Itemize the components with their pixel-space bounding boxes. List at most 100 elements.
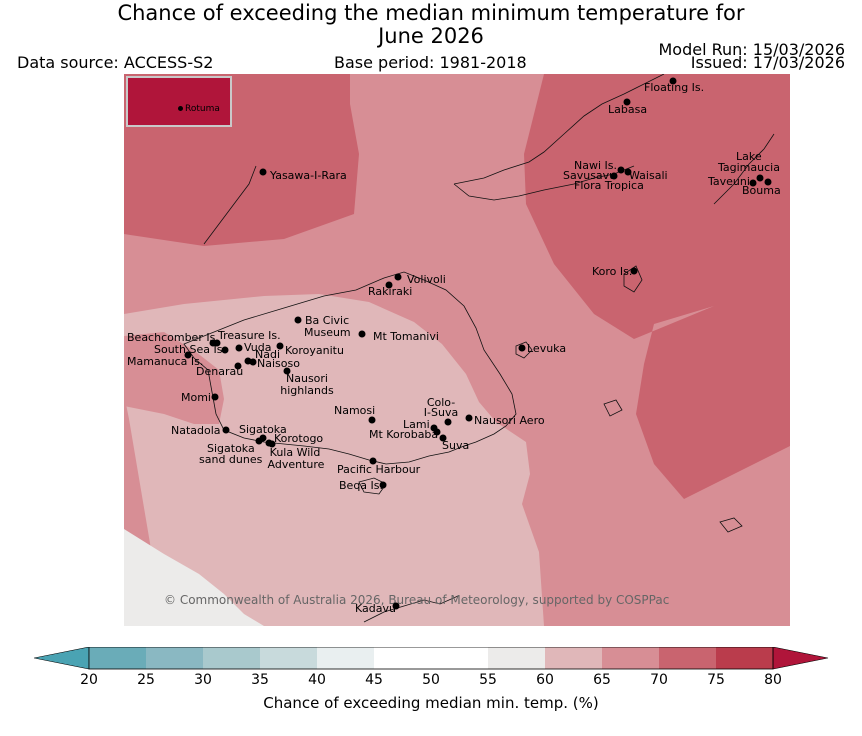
place-label: Levuka [527,342,567,355]
tick-label: 25 [137,672,155,688]
colorbar-30-35 [203,647,260,669]
colorbar-70-75 [659,647,716,669]
rotuma-dot [178,106,183,111]
place-dot-beqa [379,481,387,489]
tick-label: 35 [251,672,269,688]
tick-label: 80 [764,672,782,688]
place-dot-bouma [764,178,772,186]
colorbar-frame [88,647,774,670]
place-dot-koro [630,267,638,275]
tick-label: 65 [593,672,611,688]
place-dot-treasure [213,339,221,347]
colorbar [34,647,829,670]
base-period-label: Base period: 1981-2018 [334,53,527,72]
vanua-levu-coast [453,74,665,201]
place-dot-levuka [518,344,526,352]
colorbar-label: Chance of exceeding median min. temp. (%… [263,694,599,712]
colorbar-35-40 [260,647,317,669]
place-label: Volivoli [407,273,446,286]
place-dot-mt-tomanivi [358,330,366,338]
beqa-coast [358,477,387,495]
place-dot-nawi [617,166,625,174]
place-dot-mamanuca [184,351,192,359]
place-label: Sigatoka [207,442,255,455]
place-dot-ba-civic [294,316,302,324]
place-dot-vuda [235,344,243,352]
colorbar-45-50 [374,647,431,669]
tick-label: 60 [536,672,554,688]
place-label: Nawi Is. [574,159,617,172]
colorbar-below-20 [34,647,90,670]
place-dot-colo-i-suva [444,418,452,426]
colorbar-60-65 [545,647,602,669]
place-dot-rakiraki [385,281,393,289]
place-label: Suva [442,439,470,452]
tick-label: 20 [80,672,98,688]
zone-65-70-west [124,332,224,424]
place-dot-savusavu [610,172,618,180]
rotuma-inset: Rotuma [126,76,232,127]
place-label: Pacific Harbour [337,463,421,476]
colorbar-75-80 [716,647,773,669]
place-label: Namosi [334,404,376,417]
model-run-label: Model Run: 15/03/2026 [658,40,846,59]
viti-levu-coast [183,271,517,465]
coastlines [183,74,775,623]
place-dot-yasawa [259,168,267,176]
place-label: Ba Civic [305,314,350,327]
rotuma-label: Rotuma [185,104,220,114]
place-dot-labasa [623,98,631,106]
place-label: Nausori [286,372,328,385]
place-dot-natadola [222,426,230,434]
colorbar-above-80 [772,647,829,670]
place-dot-kadavu [392,602,400,610]
place-label: Savusavu [563,169,617,182]
copyright-notice: © Commonwealth of Australia 2026, Bureau… [164,593,670,607]
place-dot-taveuni [749,179,757,187]
koro-coast [623,265,643,293]
place-label: Denarau [196,365,244,378]
gau-coast [603,399,623,417]
tick-label: 45 [365,672,383,688]
tick-label: 40 [308,672,326,688]
place-label: Tagimaucia [718,161,780,174]
place-label: Rakiraki [368,285,413,298]
tick-label: 30 [194,672,212,688]
title-line-2: June 2026 [378,24,484,48]
place-label: sand dunes [199,453,263,466]
place-label: Nausori Aero [474,414,545,427]
place-label: Kadavu [355,602,396,615]
place-label: Korotogo [274,432,324,445]
tick-label: 50 [422,672,440,688]
issued-label: Issued: 17/03/2026 [690,53,845,72]
place-dot-floating-is [669,77,677,85]
place-dot-volivoli [394,273,402,281]
place-label: Labasa [608,103,648,116]
title-line-1: Chance of exceeding the median minimum t… [117,1,745,25]
place-dot-nausori-aero [465,414,473,422]
place-label: Waisali [629,169,668,182]
colorbar-40-45 [317,647,374,669]
zone-55-60 [124,529,264,626]
colorbar-25-30 [146,647,203,669]
place-label: I-Suva [423,406,459,419]
colorbar-65-70 [602,647,659,669]
place-label: Bouma [742,184,781,197]
kadavu-coast [363,595,459,623]
place-label: South Sea Is. [154,343,226,356]
place-label: Lami [403,418,430,431]
place-label: Yasawa-I-Rara [270,169,347,182]
place-label: Museum [304,326,351,339]
place-label: Mt Tomanivi [373,330,439,343]
place-label: highlands [280,384,334,397]
place-dot-lami [430,424,438,432]
place-dot-suva [439,434,447,442]
place-label: Beqa Is. [339,479,384,492]
map-title: Chance of exceeding the median minimum t… [0,2,862,48]
place-label: Vuda [244,341,272,354]
colorbar-20-25 [89,647,146,669]
place-label: Adventure [267,458,325,471]
place-label: Kula Wild [269,446,321,459]
levuka-coast [515,341,533,359]
place-label: Treasure Is. [218,329,281,342]
